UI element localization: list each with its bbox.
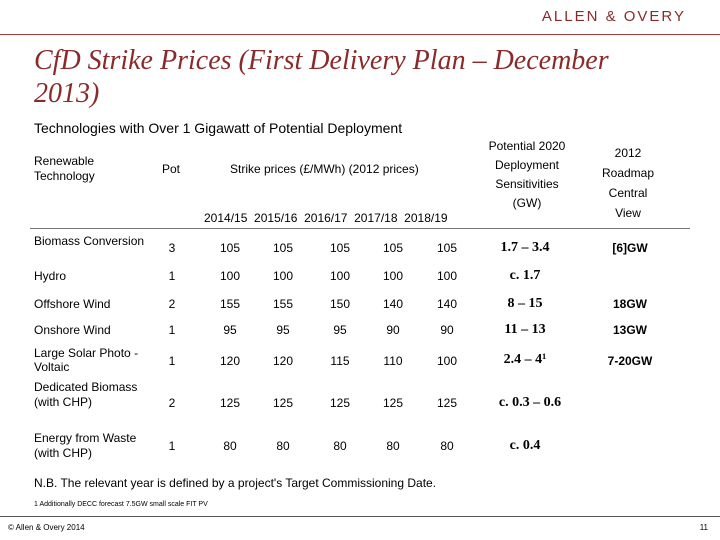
row-pot: 2: [168, 396, 176, 410]
price-cell: 80: [333, 439, 347, 453]
row-technology: Offshore Wind: [34, 297, 111, 311]
header-technology: Renewable Technology: [34, 154, 95, 183]
price-cell: 100: [329, 269, 351, 283]
page-number: 11: [699, 523, 708, 532]
table-note: N.B. The relevant year is defined by a p…: [34, 476, 437, 490]
price-cell: 100: [219, 269, 241, 283]
row-technology: Dedicated Biomass (with CHP): [34, 380, 138, 409]
price-cell: 110: [383, 354, 403, 368]
header-roadmap: 2012 Roadmap Central View: [601, 146, 655, 220]
price-cell: 140: [382, 297, 404, 311]
price-cell: 155: [272, 297, 294, 311]
header-strike-prices: Strike prices (£/MWh) (2012 prices): [230, 162, 419, 176]
price-cell: 155: [219, 297, 241, 311]
price-cell: 105: [329, 241, 351, 255]
price-cell: 120: [219, 354, 241, 368]
price-cell: 120: [272, 354, 294, 368]
table-divider: [30, 228, 690, 229]
price-cell: 90: [440, 323, 454, 337]
row-sensitivity: 1.7 – 3.4: [500, 240, 550, 255]
price-cell: 100: [436, 269, 458, 283]
row-roadmap: 13GW: [612, 323, 647, 337]
row-technology: Hydro: [34, 269, 67, 283]
price-cell: 115: [330, 354, 350, 368]
row-technology: Energy from Waste (with CHP): [34, 431, 137, 460]
price-cell: 105: [436, 241, 458, 255]
price-cell: 90: [386, 323, 400, 337]
row-sensitivity: c. 0.4: [509, 438, 541, 453]
price-cell: 80: [440, 439, 454, 453]
row-sensitivity: c. 1.7: [509, 268, 541, 283]
row-pot: 3: [168, 241, 176, 255]
price-cell: 125: [219, 396, 241, 410]
price-cell: 95: [276, 323, 290, 337]
row-pot: 1: [168, 354, 176, 368]
row-sensitivity: c. 0.3 – 0.6: [498, 395, 562, 410]
row-technology: Onshore Wind: [34, 323, 111, 337]
price-cell: 125: [436, 396, 458, 410]
price-cell: 150: [329, 297, 351, 311]
row-sensitivity: 8 – 15: [507, 296, 543, 311]
price-cell: 100: [382, 269, 404, 283]
row-pot: 1: [168, 269, 176, 283]
price-cell: 100: [272, 269, 294, 283]
slide-title: CfD Strike Prices (First Delivery Plan –…: [34, 45, 609, 109]
row-roadmap: 7-20GW: [607, 354, 653, 368]
price-cell: 125: [272, 396, 294, 410]
price-cell: 80: [386, 439, 400, 453]
footer-rule: [0, 516, 720, 517]
price-cell: 95: [223, 323, 237, 337]
price-cell: 140: [436, 297, 458, 311]
price-cell: 125: [329, 396, 351, 410]
price-cell: 80: [276, 439, 290, 453]
row-pot: 1: [168, 323, 176, 337]
row-roadmap: 18GW: [612, 297, 647, 311]
footnote: 1 Additionally DECC forecast 7.5GW small…: [34, 501, 208, 508]
row-technology: Large Solar Photo -Voltaic: [34, 346, 139, 374]
price-cell: 105: [272, 241, 294, 255]
company-logo: ALLEN & OVERY: [541, 8, 686, 25]
price-cell: 100: [436, 354, 458, 368]
row-roadmap: [6]GW: [612, 241, 648, 255]
price-cell: 105: [219, 241, 241, 255]
header-sensitivities: Potential 2020 Deployment Sensitivities …: [488, 139, 566, 210]
header-pot: Pot: [162, 162, 181, 176]
row-pot: 1: [168, 439, 176, 453]
slide-subtitle: Technologies with Over 1 Gigawatt of Pot…: [34, 120, 403, 136]
row-sensitivity: 2.4 – 4¹: [503, 352, 547, 367]
row-technology: Biomass Conversion: [34, 234, 145, 248]
copyright: © Allen & Overy 2014: [8, 523, 85, 532]
price-cell: 95: [333, 323, 347, 337]
header-years: 2014/15 2015/16 2016/17 2017/18 2018/19: [204, 211, 448, 225]
row-sensitivity: 11 – 13: [504, 322, 546, 337]
row-pot: 2: [168, 297, 176, 311]
price-cell: 125: [382, 396, 404, 410]
price-cell: 105: [382, 241, 404, 255]
price-cell: 80: [223, 439, 237, 453]
header-rule: [0, 34, 720, 35]
